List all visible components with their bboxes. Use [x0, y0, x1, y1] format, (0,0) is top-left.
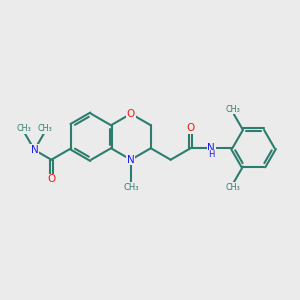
- Text: O: O: [186, 123, 195, 133]
- Text: O: O: [127, 109, 135, 119]
- Text: CH₃: CH₃: [38, 124, 52, 133]
- Text: CH₃: CH₃: [16, 124, 31, 133]
- Text: N: N: [127, 155, 135, 165]
- Text: N: N: [31, 145, 38, 155]
- Text: N: N: [207, 143, 215, 153]
- Text: CH₃: CH₃: [225, 183, 240, 192]
- Text: H: H: [208, 150, 214, 159]
- Text: O: O: [47, 174, 56, 184]
- Text: CH₃: CH₃: [123, 183, 139, 192]
- Text: CH₃: CH₃: [225, 105, 240, 114]
